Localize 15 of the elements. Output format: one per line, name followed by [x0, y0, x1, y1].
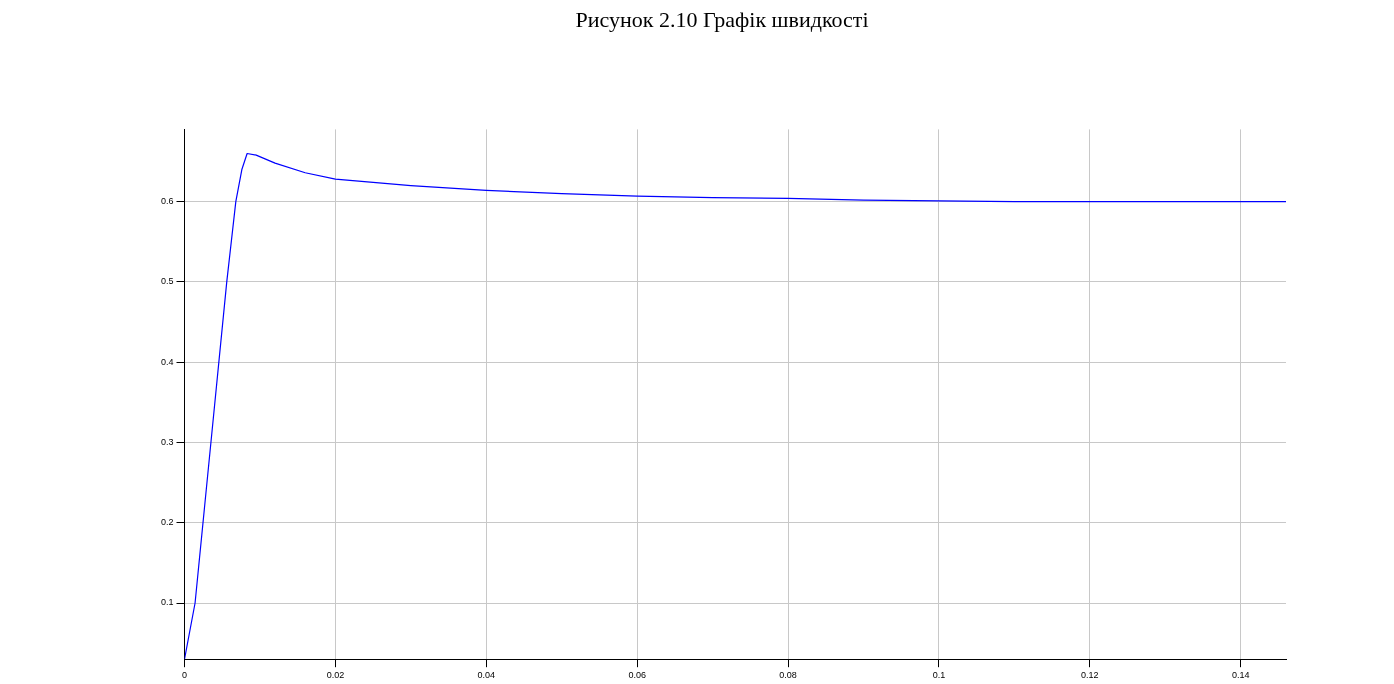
y-tick-label: 0.3	[161, 436, 174, 447]
y-tick-label: 0.4	[161, 356, 174, 367]
x-tick-label: 0.12	[1081, 670, 1099, 681]
y-tick-label: 0.5	[161, 276, 174, 287]
x-tick-label: 0.1	[932, 670, 946, 681]
x-tick-label: 0.02	[326, 670, 345, 681]
x-tick-label: 0	[182, 670, 188, 681]
chart-title: Рисунок 2.10 Графік швидкості	[575, 6, 869, 32]
y-tick-label: 0.2	[161, 517, 174, 528]
y-tick-label: 0.1	[161, 597, 174, 608]
y-tick-label: 0.6	[161, 196, 174, 207]
x-tick-label: 0.14	[1231, 670, 1250, 681]
x-tick-label: 0.08	[779, 670, 797, 681]
x-tick-label: 0.06	[628, 670, 646, 681]
x-tick-label: 0.04	[477, 670, 496, 681]
